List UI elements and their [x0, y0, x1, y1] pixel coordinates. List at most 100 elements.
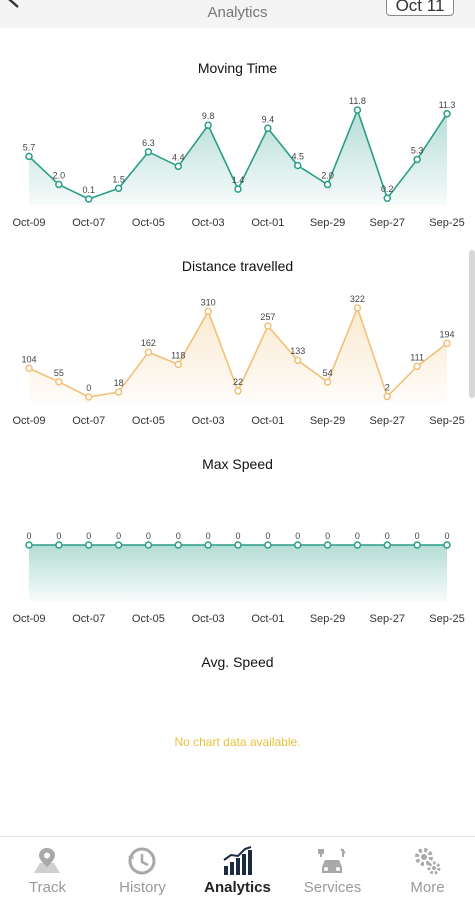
distance-travelled-point: [443, 339, 451, 348]
moving-time-x-tick-label: Oct-01: [251, 217, 284, 229]
moving-time-x-tick-label: Oct-09: [12, 217, 45, 229]
nav-label-track: Track: [29, 879, 66, 896]
moving-time-point: [264, 124, 272, 133]
moving-time-value-label: 2.0: [53, 171, 66, 181]
distance-travelled-point: [174, 360, 183, 369]
nav-label-analytics: Analytics: [204, 879, 271, 896]
moving-time-value-label: 9.8: [202, 111, 215, 121]
moving-time-point: [353, 106, 362, 114]
distance-travelled-x-tick-label: Oct-03: [192, 415, 225, 427]
date-picker-button[interactable]: Oct 11: [386, 0, 454, 16]
max-speed-title: Max Speed: [202, 456, 273, 472]
max-speed-x-tick-label: Sep-25: [429, 613, 464, 625]
max-speed-point: [353, 541, 362, 549]
moving-time-value-label: 4.4: [172, 152, 185, 162]
map-pin-icon: [34, 848, 60, 873]
max-speed-x-tick-label: Sep-29: [310, 613, 345, 625]
max-speed-point: [55, 541, 63, 549]
distance-travelled-point: [114, 388, 123, 396]
history-icon: [128, 847, 156, 875]
max-speed-value-label: 0: [86, 531, 91, 541]
nav-label-more: More: [410, 879, 445, 896]
bar-chart-icon: [223, 846, 252, 875]
nav-item-more[interactable]: More: [380, 837, 475, 901]
moving-time-value-label: 11.8: [349, 96, 366, 106]
moving-time-value-label: 0.1: [82, 185, 95, 195]
distance-travelled-point: [383, 392, 392, 401]
max-speed-value-label: 0: [325, 531, 330, 541]
moving-time-value-label: 11.3: [439, 100, 456, 110]
gears-icon: [415, 848, 441, 875]
distance-travelled-value-label: 310: [201, 297, 216, 307]
app-header: Analytics Oct 11: [0, 0, 475, 28]
moving-time-x-tick-label: Oct-05: [132, 217, 165, 229]
distance-travelled-x-tick-label: Oct-01: [251, 415, 284, 427]
distance-travelled-value-label: 54: [323, 368, 333, 378]
max-speed-point: [293, 541, 302, 549]
max-speed-point: [264, 541, 272, 549]
max-speed-value-label: 0: [265, 531, 270, 541]
distance-travelled-x-tick-label: Oct-05: [132, 415, 165, 427]
moving-time-point: [55, 180, 63, 189]
avg-speed-title: Avg. Speed: [201, 654, 274, 670]
distance-travelled-point: [264, 322, 272, 330]
moving-time-value-label: 1.4: [232, 175, 245, 185]
moving-time-point: [84, 195, 93, 203]
back-arrow-icon[interactable]: [4, 0, 24, 10]
nav-item-services[interactable]: Services: [285, 837, 380, 901]
distance-travelled-x-tick-label: Sep-29: [310, 415, 345, 427]
max-speed-x-tick-label: Sep-27: [370, 613, 405, 625]
moving-time-value-label: 5.7: [23, 142, 36, 152]
distance-travelled-x-tick-label: Oct-09: [12, 415, 45, 427]
max-speed-value-label: 0: [385, 531, 390, 541]
page-subtitle: Analytics: [207, 4, 268, 21]
moving-time-point: [174, 162, 183, 171]
nav-item-track[interactable]: Track: [0, 837, 95, 901]
max-speed-value-label: 0: [355, 531, 360, 541]
moving-time-x-tick-label: Sep-27: [370, 217, 405, 229]
moving-time-point: [413, 155, 421, 164]
distance-travelled-point: [353, 304, 362, 312]
distance-travelled-x-tick-label: Sep-27: [370, 415, 405, 427]
distance-travelled-point: [234, 387, 242, 395]
bottom-navigation: Track History Analytics Services: [0, 836, 475, 901]
moving-time-x-tick-label: Oct-03: [192, 217, 225, 229]
moving-time-area: [29, 110, 447, 205]
moving-time-x-tick-label: Sep-29: [310, 217, 345, 229]
max-speed-value-label: 0: [295, 531, 300, 541]
distance-travelled-area: [29, 308, 447, 403]
max-speed-value-label: 0: [444, 531, 449, 541]
moving-time-point: [443, 110, 451, 118]
nav-item-analytics[interactable]: Analytics: [190, 837, 285, 901]
distance-travelled-value-label: 118: [171, 350, 185, 360]
max-speed-point: [144, 541, 153, 549]
max-speed-x-tick-label: Oct-09: [12, 613, 45, 625]
distance-travelled-point: [84, 393, 93, 401]
moving-time-value-label: 0.2: [381, 184, 394, 194]
distance-travelled-chart: 104 55 0 18 162 118 310 22 257 133 54 322 2 111 194 Oct…: [12, 294, 464, 427]
moving-time-point: [323, 180, 332, 189]
moving-time-point: [25, 152, 33, 161]
max-speed-point: [174, 541, 183, 549]
max-speed-point: [25, 541, 33, 549]
max-speed-point: [383, 541, 392, 549]
distance-travelled-point: [25, 364, 33, 373]
moving-time-point: [383, 194, 392, 202]
max-speed-x-tick-label: Oct-01: [251, 613, 284, 625]
distance-travelled-value-label: 194: [439, 329, 454, 339]
distance-travelled-x-tick-label: Sep-25: [429, 415, 464, 427]
max-speed-value-label: 0: [235, 531, 240, 541]
distance-travelled-point: [293, 356, 302, 364]
nav-item-history[interactable]: History: [95, 837, 190, 901]
scrollbar-handle[interactable]: [469, 250, 475, 398]
distance-travelled-point: [413, 362, 421, 371]
moving-time-point: [114, 184, 123, 193]
no-chart-data-message: No chart data available.: [174, 735, 301, 749]
moving-time-point: [144, 148, 153, 156]
moving-time-x-tick-label: Sep-25: [429, 217, 464, 229]
nav-label-services: Services: [303, 879, 362, 896]
distance-travelled-value-label: 162: [141, 338, 156, 348]
nav-label-history: History: [119, 879, 166, 896]
distance-travelled-point: [55, 378, 63, 386]
max-speed-point: [204, 541, 212, 549]
